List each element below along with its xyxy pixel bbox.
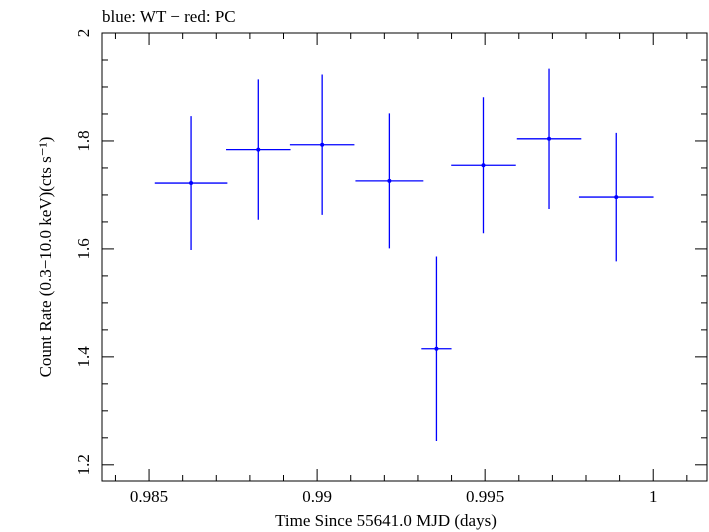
chart-title: blue: WT − red: PC [102, 7, 236, 26]
point-marker [387, 178, 392, 183]
y-tick-label: 1.2 [74, 454, 93, 475]
point-marker [547, 136, 552, 141]
data-point [226, 79, 291, 220]
y-tick-label: 1.4 [74, 346, 93, 368]
point-marker [189, 181, 194, 186]
data-point [451, 97, 516, 234]
point-marker [320, 142, 325, 147]
y-tick-label: 1.6 [74, 238, 93, 259]
x-tick-label: 0.99 [302, 487, 332, 506]
y-tick-label: 1.8 [74, 130, 93, 151]
point-marker [434, 346, 439, 351]
data-point [355, 113, 424, 249]
data-point [578, 132, 654, 262]
point-marker [614, 195, 619, 200]
y-tick-label: 2 [74, 29, 93, 38]
data-point [289, 74, 355, 215]
data-points [154, 68, 654, 442]
point-marker [481, 163, 486, 168]
x-axis: 0.985 0.99 0.995 1 [114, 33, 688, 506]
data-point [421, 256, 452, 442]
y-axis-label: Count Rate (0.3−10.0 keV)(cts s⁻¹) [36, 137, 55, 378]
point-marker [256, 147, 261, 152]
y-axis: 1.2 1.4 1.6 1.8 2 [74, 29, 707, 475]
x-axis-label: Time Since 55641.0 MJD (days) [275, 511, 497, 530]
x-tick-label: 0.985 [130, 487, 168, 506]
x-tick-label: 0.995 [466, 487, 504, 506]
data-point [516, 68, 582, 209]
plot-frame [101, 32, 708, 482]
x-tick-label: 1 [649, 487, 658, 506]
data-point [154, 116, 228, 250]
